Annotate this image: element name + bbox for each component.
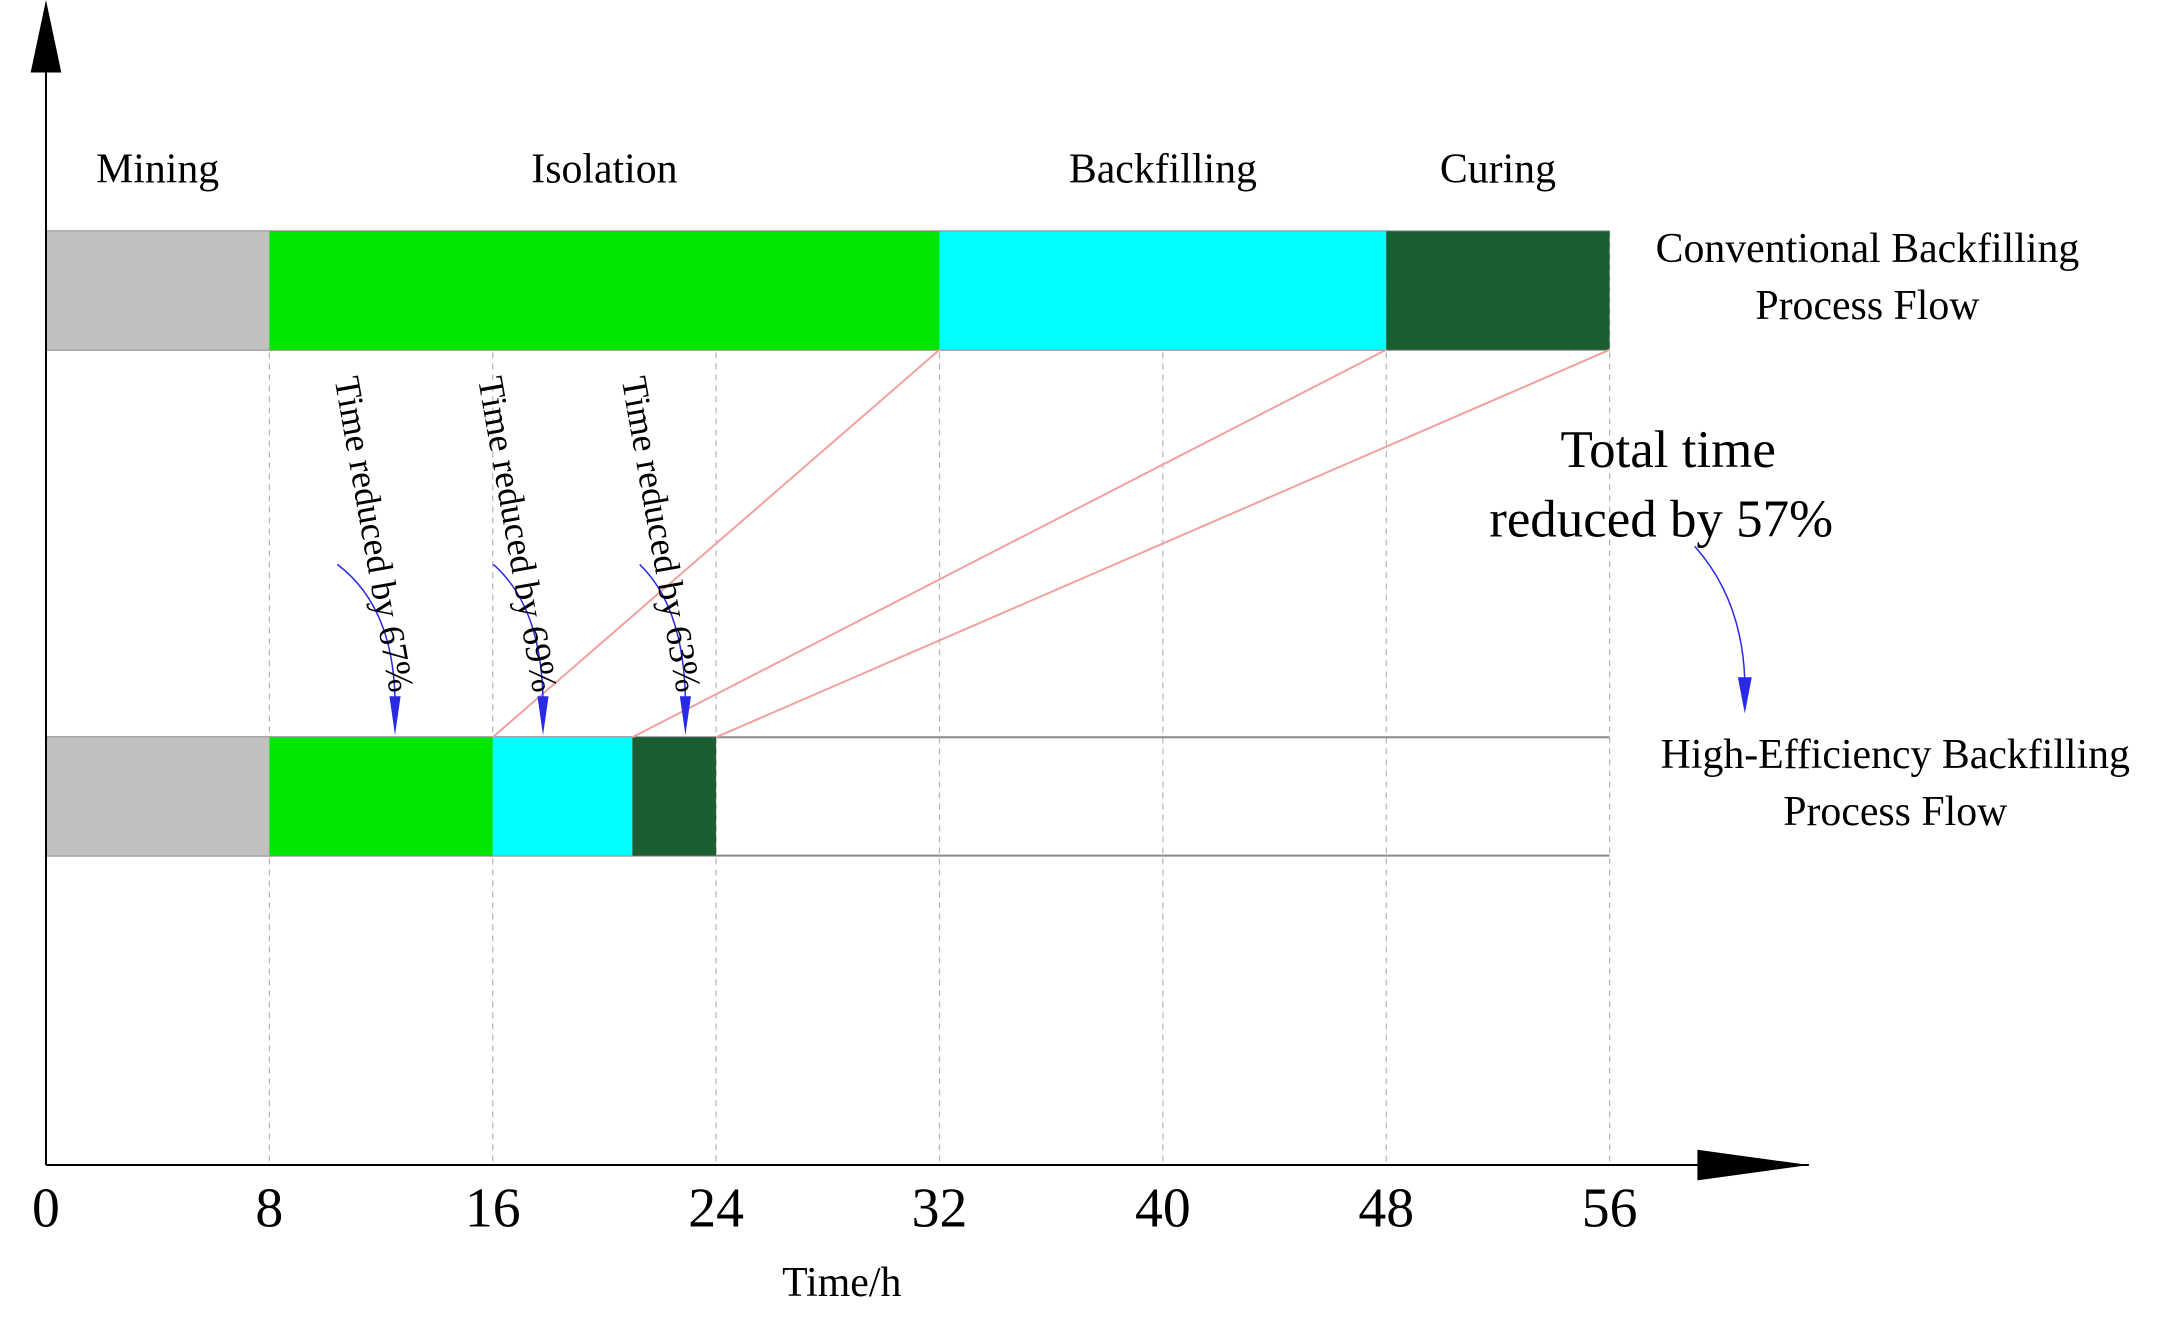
- x-tick-label: 8: [255, 1177, 283, 1239]
- phase-label: Mining: [96, 147, 219, 193]
- x-tick-label: 40: [1135, 1177, 1191, 1239]
- phase-label: Backfilling: [1069, 147, 1257, 193]
- bar-segment-curing: [632, 737, 717, 856]
- x-tick-label: 0: [32, 1177, 60, 1239]
- bars-layer: [45, 230, 1610, 857]
- reduction-arrowhead: [679, 696, 691, 736]
- axes-layer: [30, 0, 1809, 1181]
- connector-line: [492, 349, 941, 738]
- total-reduction-arrow: [1694, 545, 1746, 681]
- bar-segment-isolation: [269, 737, 493, 856]
- reduction-annotation: Time reduced by 69%: [470, 374, 565, 696]
- x-tick-label: 48: [1358, 1177, 1414, 1239]
- series-label: Process Flow: [1783, 789, 2007, 835]
- phase-label: Curing: [1440, 147, 1556, 193]
- bar-segment-curing: [1386, 231, 1610, 350]
- x-axis-arrow: [1697, 1149, 1809, 1181]
- grid-layer: [268, 231, 1611, 1166]
- reduction-annotation: Time reduced by 63%: [614, 374, 709, 696]
- series-label: Process Flow: [1755, 283, 1979, 329]
- reduction-arrow: [336, 563, 396, 700]
- bar-segment-mining: [45, 737, 270, 856]
- bar-segment-isolation: [269, 231, 940, 350]
- bar-segment-mining: [45, 231, 270, 350]
- y-axis-arrow: [30, 0, 62, 73]
- total-reduction-text: Total time: [1560, 421, 1775, 479]
- x-tick-label: 56: [1582, 1177, 1638, 1239]
- reduction-annotation: Time reduced by 67%: [327, 374, 422, 696]
- connector-line: [631, 348, 1387, 739]
- total-reduction-arrowhead: [1737, 677, 1752, 714]
- reduction-arrow: [492, 563, 544, 700]
- reduction-arrowhead: [389, 696, 401, 736]
- connector-line: [715, 348, 1611, 739]
- reduction-arrowhead: [537, 696, 549, 736]
- x-axis-title: Time/h: [782, 1260, 901, 1306]
- x-tick-label: 32: [912, 1177, 968, 1239]
- reduction-arrow: [639, 563, 687, 700]
- x-tick-label: 24: [688, 1177, 744, 1239]
- connectors-layer: [336, 348, 1752, 739]
- series-label: High-Efficiency Backfilling: [1661, 732, 2130, 778]
- total-reduction-text: reduced by 57%: [1489, 491, 1833, 549]
- phase-label: Isolation: [531, 147, 677, 193]
- x-tick-label: 16: [465, 1177, 521, 1239]
- bar-segment-backfilling: [939, 231, 1387, 350]
- series-label: Conventional Backfilling: [1656, 226, 2080, 272]
- bar-segment-backfilling: [492, 737, 633, 856]
